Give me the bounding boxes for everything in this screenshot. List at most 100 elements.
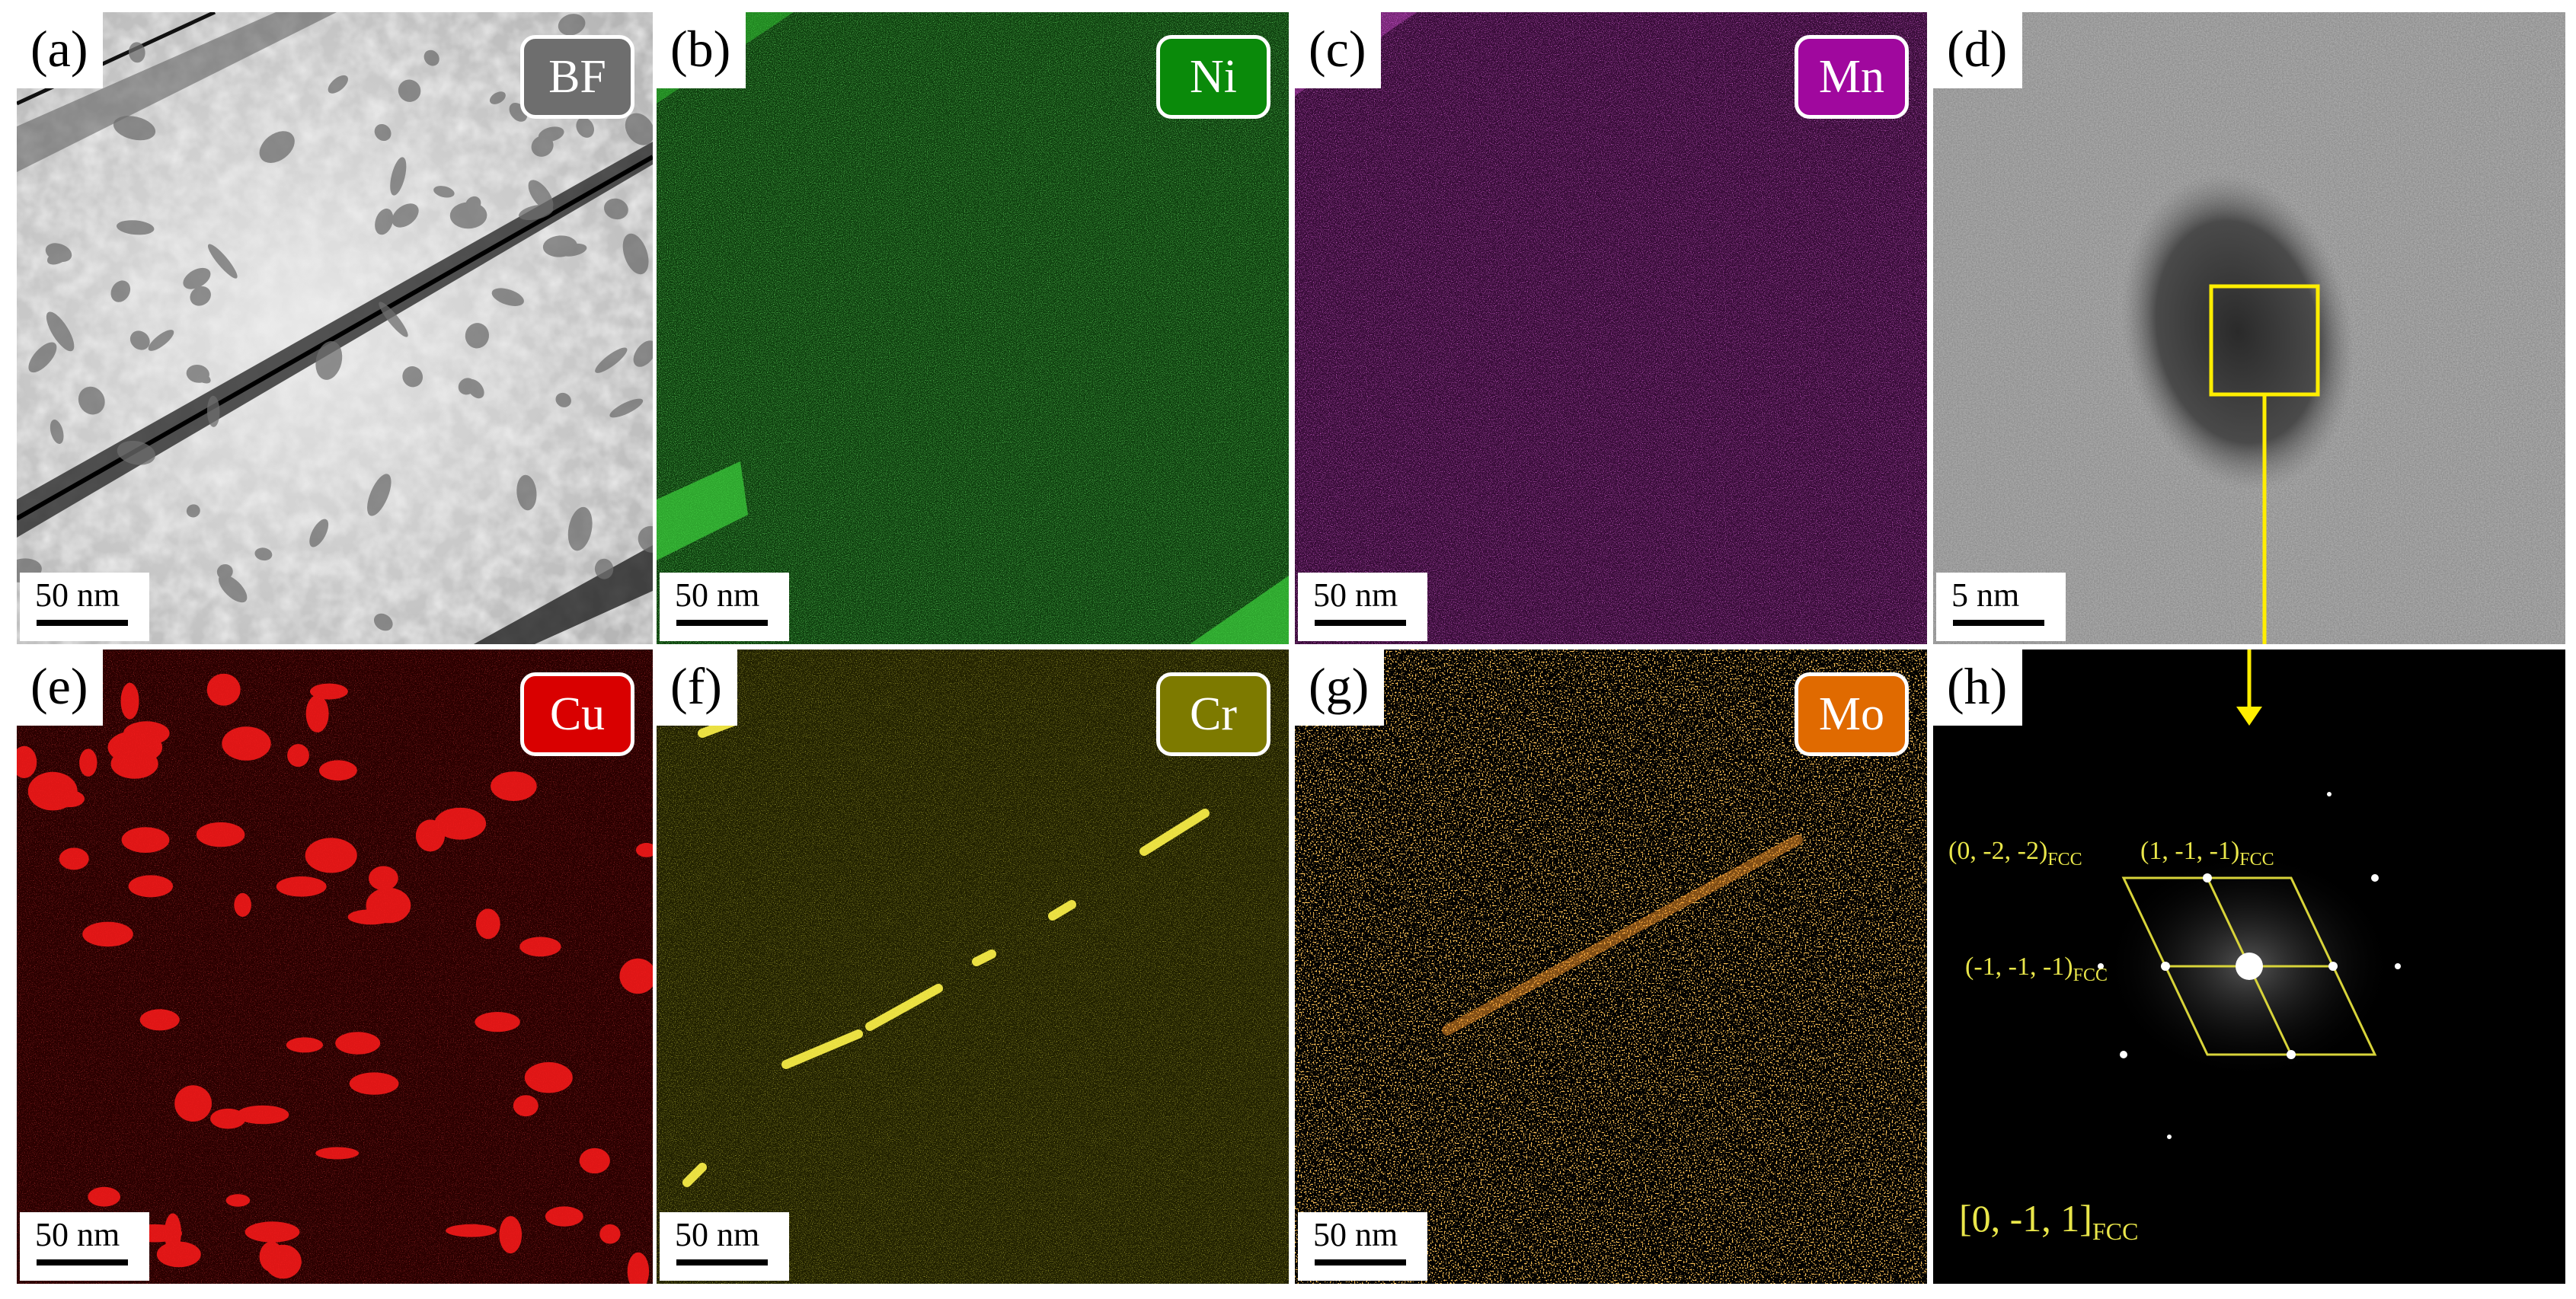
precipitate-particle <box>594 558 614 579</box>
zone-axis-label: [0, -1, 1]FCC <box>1959 1199 2138 1243</box>
precipitate-particle <box>190 286 211 306</box>
cu-cluster <box>524 1061 573 1093</box>
scale-line-f <box>676 1259 768 1265</box>
cr-map <box>657 650 1289 1284</box>
scale-text-c: 50 nm <box>1313 576 1398 614</box>
precipitate-particle <box>110 280 131 302</box>
scale-bar-g: 50 nm <box>1298 1212 1427 1281</box>
precipitate-particle <box>558 14 586 36</box>
cu-cluster <box>82 921 133 947</box>
cu-cluster <box>545 1206 583 1227</box>
zone-axis-indices: [0, -1, 1] <box>1959 1197 2092 1240</box>
cu-cluster <box>222 726 271 761</box>
cr-tag: Cr <box>1156 672 1270 756</box>
panel-f: (f) Cr 50 nm <box>657 650 1289 1284</box>
precipitate-particle <box>186 365 209 383</box>
cu-cluster <box>236 1105 289 1125</box>
precipitate-particle <box>128 42 145 63</box>
precipitate-particle <box>625 113 653 145</box>
scale-text-d: 5 nm <box>1951 576 2020 614</box>
cu-cluster <box>286 1037 323 1053</box>
precipitate-particle <box>148 330 174 351</box>
precipitate-particle <box>528 180 554 211</box>
panel-h-label: (h) <box>1933 650 2023 726</box>
hrtem-image <box>1933 12 2565 644</box>
scale-bar-e: 50 nm <box>20 1212 149 1281</box>
precipitate-particle <box>390 157 407 196</box>
precipitate-particle <box>328 75 348 94</box>
scale-bar-c: 50 nm <box>1298 573 1427 641</box>
precipitate-particle <box>183 267 211 289</box>
precipitate-particle <box>186 504 200 518</box>
scale-line-e <box>37 1259 128 1265</box>
precipitate-particle <box>259 131 295 163</box>
cu-cluster <box>276 876 327 897</box>
precipitate-particle <box>46 311 75 352</box>
precipitate-particle <box>638 525 653 553</box>
cu-cluster <box>446 1224 497 1237</box>
precipitate-particle <box>609 398 644 418</box>
precipitate-particle <box>633 340 653 367</box>
cu-cluster <box>335 1032 381 1055</box>
mo-tag: Mo <box>1795 672 1909 756</box>
cu-cluster <box>599 1224 621 1244</box>
precipitate-particle <box>398 79 421 102</box>
zone-axis-sub: FCC <box>2092 1218 2139 1245</box>
cu-cluster <box>139 1009 180 1031</box>
panel-b-label: (b) <box>657 12 746 88</box>
panel-f-label: (f) <box>657 650 737 726</box>
cu-cluster <box>174 1085 212 1122</box>
precipitate-particle <box>216 563 233 579</box>
scale-line-d <box>1953 620 2044 626</box>
precipitate-particle <box>402 366 423 388</box>
cu-cluster <box>349 1072 399 1095</box>
cu-cluster <box>305 695 329 732</box>
mn-tag: Mn <box>1795 35 1909 119</box>
precipitate-particle <box>465 196 481 212</box>
panel-c: (c) Mn 50 nm <box>1295 12 1927 644</box>
cu-cluster <box>369 866 398 891</box>
precipitate-particle <box>538 126 564 142</box>
precipitate-particle <box>309 519 329 547</box>
scale-text-g: 50 nm <box>1313 1216 1398 1253</box>
cu-cluster <box>234 892 251 918</box>
scale-line-b <box>676 620 768 626</box>
fft-spot-3-indices: (-1, -1, -1) <box>1965 953 2073 981</box>
cu-cluster <box>305 838 357 873</box>
fft-spot-1-sub: FCC <box>2047 849 2082 870</box>
precipitate-particle <box>489 91 506 104</box>
cu-cluster <box>513 1095 539 1117</box>
precipitate-particle <box>423 49 439 66</box>
precipitate-particle <box>28 342 57 373</box>
cu-cluster <box>88 1186 120 1207</box>
cu-cluster <box>196 822 245 847</box>
cu-cluster <box>128 875 173 898</box>
cu-cluster <box>310 683 348 700</box>
precipitate-particle <box>374 123 392 142</box>
cu-cluster <box>59 847 89 870</box>
panel-c-label: (c) <box>1295 12 1382 88</box>
precipitate-particle <box>567 506 593 551</box>
cu-tag: Cu <box>520 672 634 756</box>
panel-d: (d) 5 nm <box>1933 12 2565 644</box>
precipitate-particle <box>465 323 490 349</box>
cu-cluster <box>110 748 158 779</box>
precipitate-particle <box>315 340 343 380</box>
precipitate-particle <box>367 474 392 516</box>
cu-cluster <box>287 744 309 768</box>
cu-cluster <box>635 843 653 857</box>
cu-cluster <box>259 1241 284 1272</box>
cu-cluster <box>206 673 241 706</box>
cu-cluster <box>244 1221 300 1243</box>
precipitate-particle <box>603 198 628 220</box>
precipitate-particle <box>113 116 156 141</box>
precipitate-particle <box>491 288 524 306</box>
cu-cluster <box>79 748 97 777</box>
precipitate-particle <box>373 613 393 631</box>
fft-spot-label-2: (1, -1, -1)FCC <box>2140 838 2274 869</box>
scale-text-b: 50 nm <box>675 576 760 614</box>
cu-cluster <box>475 1012 520 1032</box>
precipitate-particle <box>392 203 419 228</box>
cu-cluster <box>123 721 170 745</box>
precipitate-particle <box>576 117 594 138</box>
